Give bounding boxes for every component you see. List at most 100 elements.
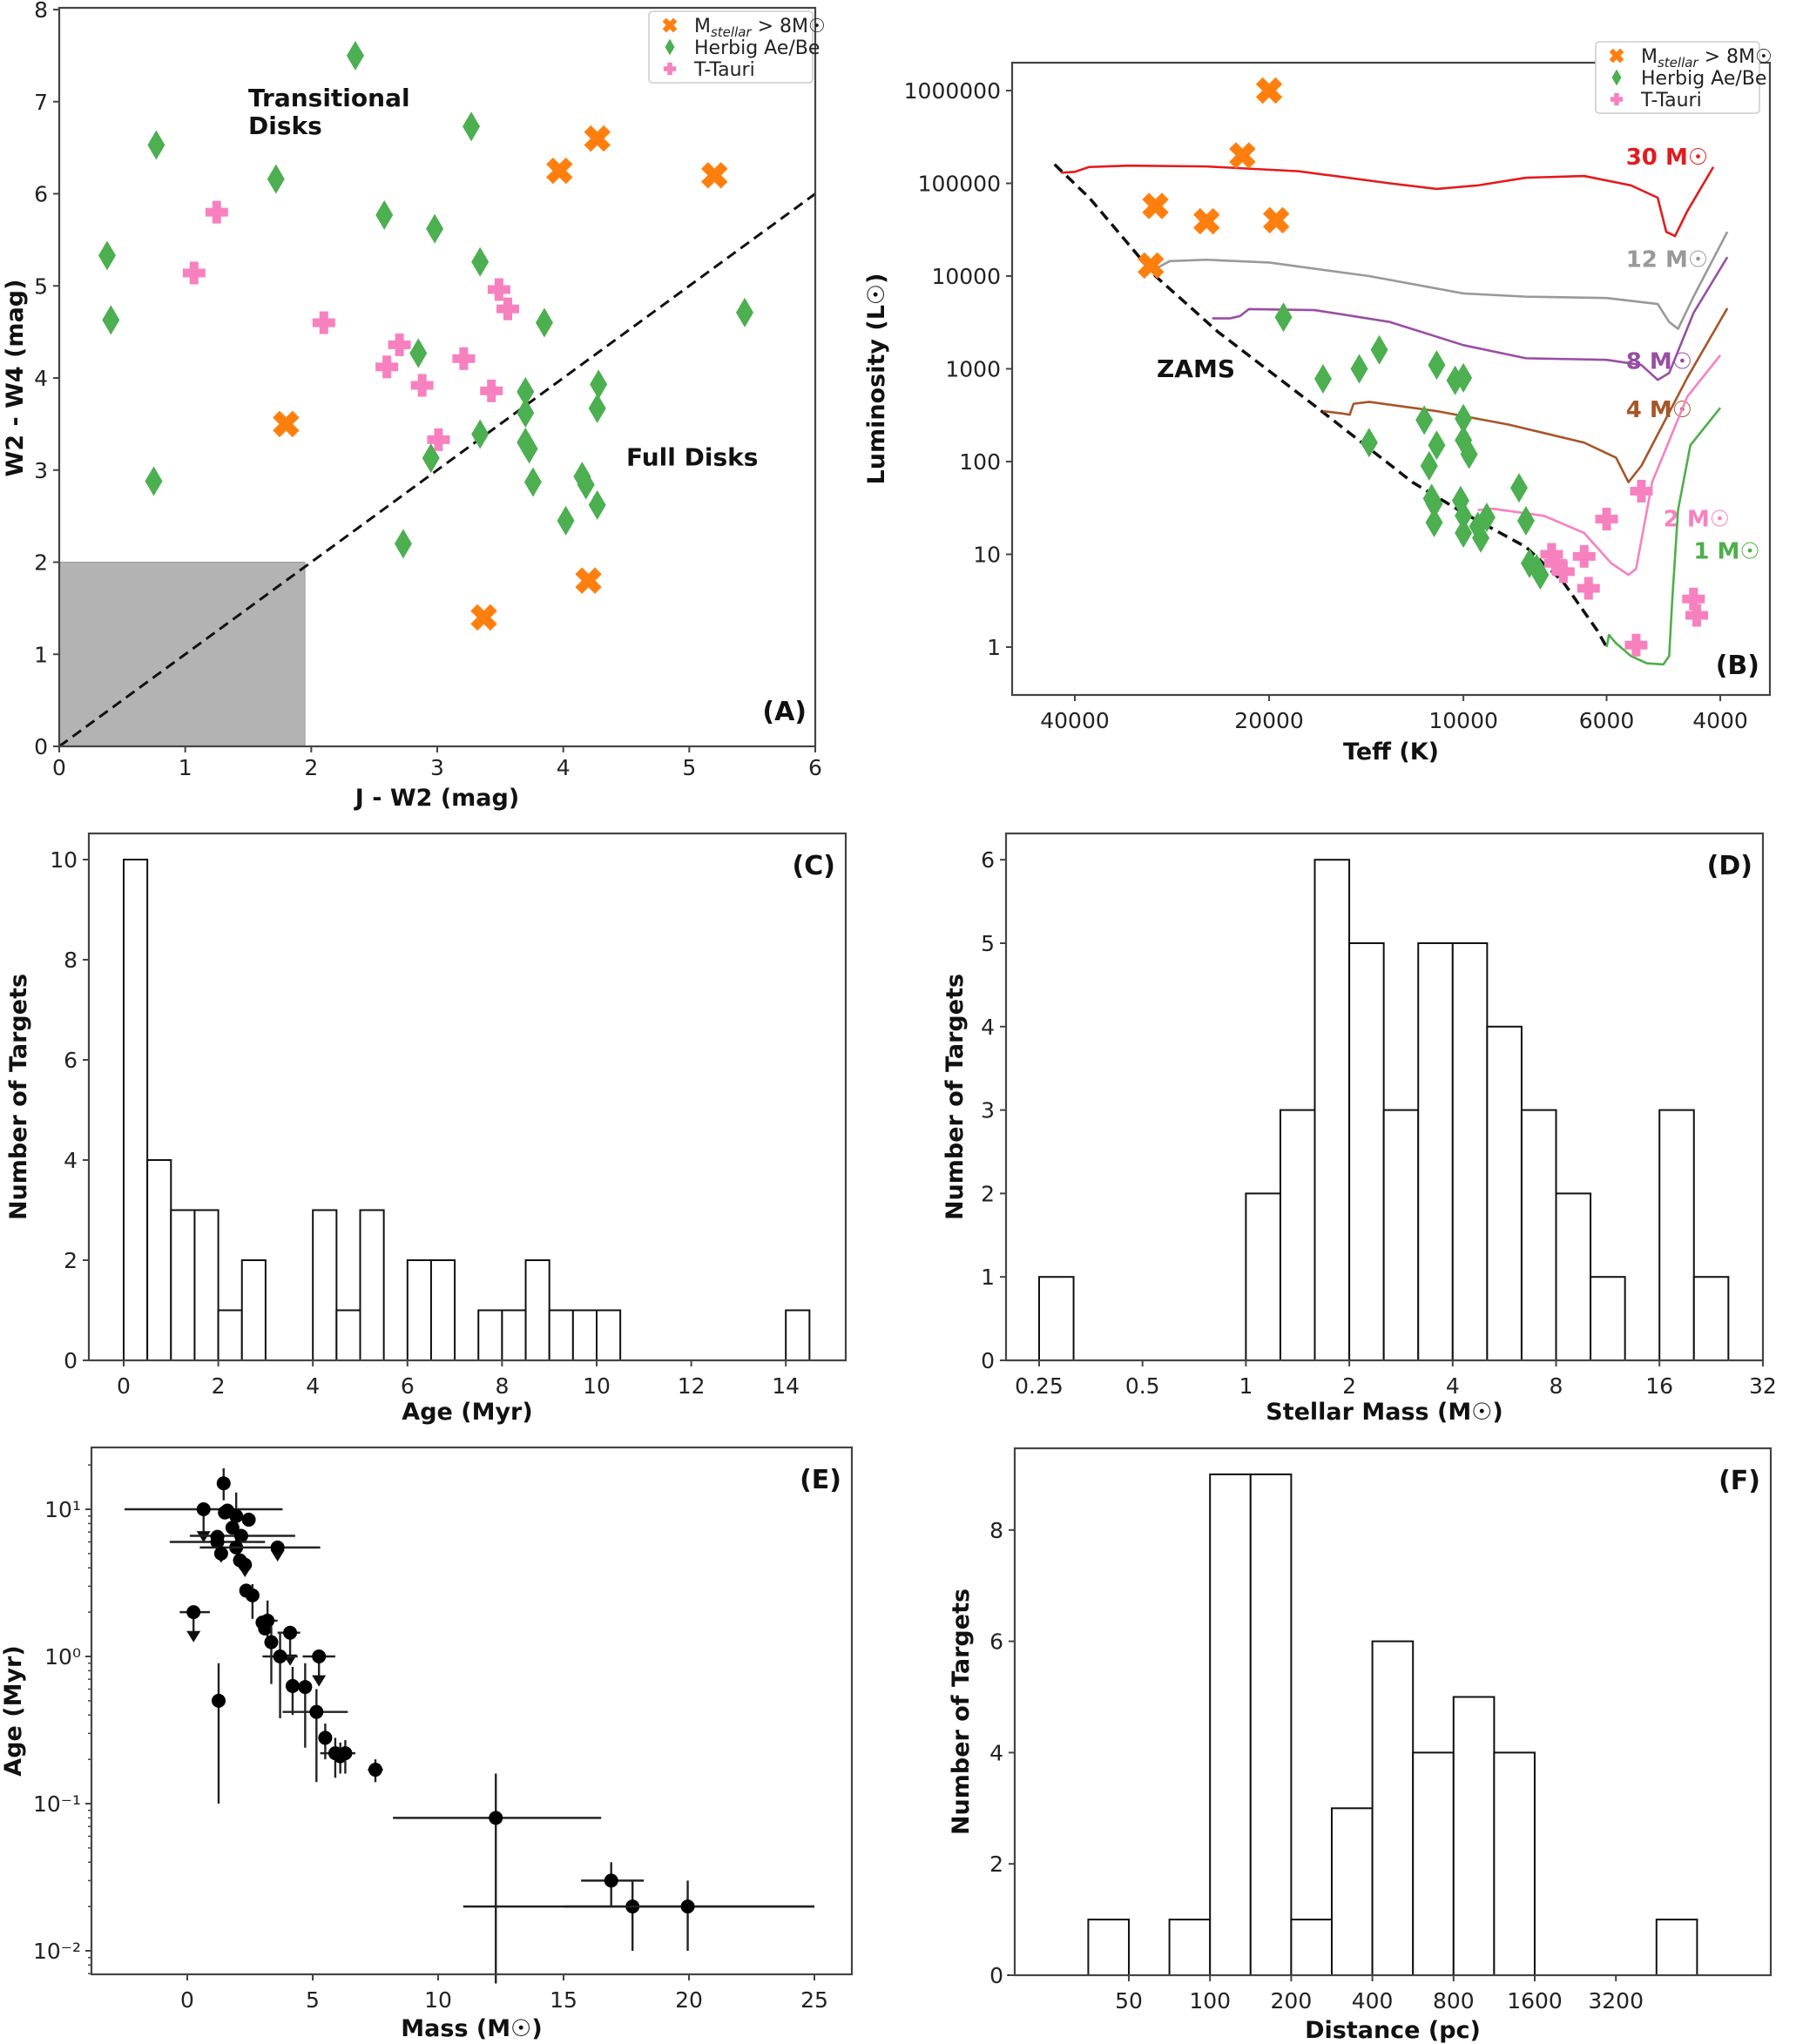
x-marker-bar [1142,192,1169,219]
point-marker [338,1746,353,1761]
x-tick-label: 0.5 [1125,1373,1160,1399]
x-tick-label: 25 [800,1987,828,2013]
annotation-text: ZAMS [1157,354,1235,383]
diamond-marker [523,467,542,497]
panel-label: (E) [800,1465,841,1495]
plus-marker-bar [319,311,328,334]
y-tick-label: 10⁰ [44,1644,81,1670]
diamond-marker [1611,69,1622,86]
histogram-bar [477,1309,503,1361]
x-tick-label: 6 [401,1373,415,1399]
histogram-bar [1655,1919,1698,1977]
x-tick-label: 6 [808,755,822,780]
y-tick-label: 10¹ [44,1497,81,1522]
histogram-bar [1658,1109,1695,1361]
x-tick-label: 200 [1271,1988,1313,2014]
point-marker [489,1811,503,1825]
x-marker [701,162,728,189]
x-marker [546,157,573,185]
x-marker [1255,77,1283,105]
plus-marker [182,261,206,285]
plus-marker-bar [1631,633,1641,657]
y-tick-label: 0 [981,1348,995,1373]
panel-label: (F) [1719,1466,1760,1496]
x-marker [1193,207,1220,235]
annotation-text: Disks [248,111,322,140]
x-tick-label: 32 [1749,1373,1777,1399]
histogram-bar [1038,1276,1075,1361]
point-marker [368,1763,382,1778]
plus-marker-bar [1584,577,1593,600]
track-label: 1 M☉ [1693,538,1759,564]
data-point [262,1632,298,1719]
data-point [245,1583,260,1619]
plot-frame [1010,61,1772,697]
x-axis-label: Stellar Mass (M☉) [1266,1399,1503,1426]
diamond-marker [1428,350,1446,381]
point-marker [285,1678,300,1693]
y-tick-label: 6 [64,1048,78,1073]
diamond-marker [577,469,595,500]
x-tick-label: 1 [179,755,192,780]
histogram-bar [1520,1109,1557,1361]
histogram-bar [571,1309,598,1361]
y-tick-label: 6 [34,182,48,207]
plus-marker [480,379,503,402]
diamond-marker [517,398,535,428]
y-tick-label: 2 [34,550,48,576]
x-axis-label: Teff (K) [1343,739,1439,766]
plus-marker-bar [1614,92,1619,106]
diamond-marker [409,338,428,368]
histogram-bar [1692,1276,1730,1361]
x-marker [273,410,300,438]
histogram-bar [359,1209,385,1361]
x-tick-label: 5 [682,755,696,780]
diamond-marker [1509,473,1528,503]
point-marker [264,1635,279,1649]
point-marker [212,1693,226,1708]
x-tick-label: 0 [52,755,66,780]
diamond-marker [520,434,538,464]
plus-marker [205,200,228,224]
diamond-marker [147,130,165,160]
diamond-marker [1425,508,1443,538]
data-point [212,1663,226,1804]
x-marker-bar [1229,142,1256,169]
y-tick-label: 8 [989,1518,1003,1543]
plus-marker-bar [417,374,427,397]
point-marker [298,1680,313,1695]
diamond-marker [665,38,675,56]
y-tick-label: 100 [959,449,1001,475]
y-axis-label: Number of Targets [942,974,969,1220]
track-label: 30 M☉ [1626,145,1708,171]
y-tick-label: 3 [34,458,48,483]
point-marker [245,1588,260,1602]
histogram-bar [312,1209,338,1361]
plus-marker [452,347,476,370]
plus-marker-bar [189,261,199,285]
x-tick-label: 20 [675,1987,703,2013]
evolutionary-track [1061,164,1715,238]
diamond-marker [1455,425,1473,455]
data-point [216,1467,231,1501]
y-tick-label: 4 [981,1015,995,1040]
x-tick-label: 20000 [1234,708,1304,733]
histogram-bar [524,1259,550,1361]
legend-label: T-Tauri [693,59,755,81]
plus-marker [496,297,520,320]
histogram-bar [429,1259,456,1361]
histogram-bar [1417,942,1454,1361]
plus-marker [1572,544,1596,568]
plus-marker-bar [1689,587,1698,611]
y-tick-label: 4 [34,366,48,391]
histogram-bar [548,1309,574,1361]
point-marker [225,1521,240,1535]
y-tick-label: 7 [34,90,48,115]
data-point [463,1880,814,1951]
plot-frame [90,1446,854,1976]
plus-marker-bar [1558,560,1568,584]
diamond-marker [1472,523,1490,553]
histogram-bar [501,1309,527,1361]
x-tick-label: 6000 [1579,708,1635,733]
